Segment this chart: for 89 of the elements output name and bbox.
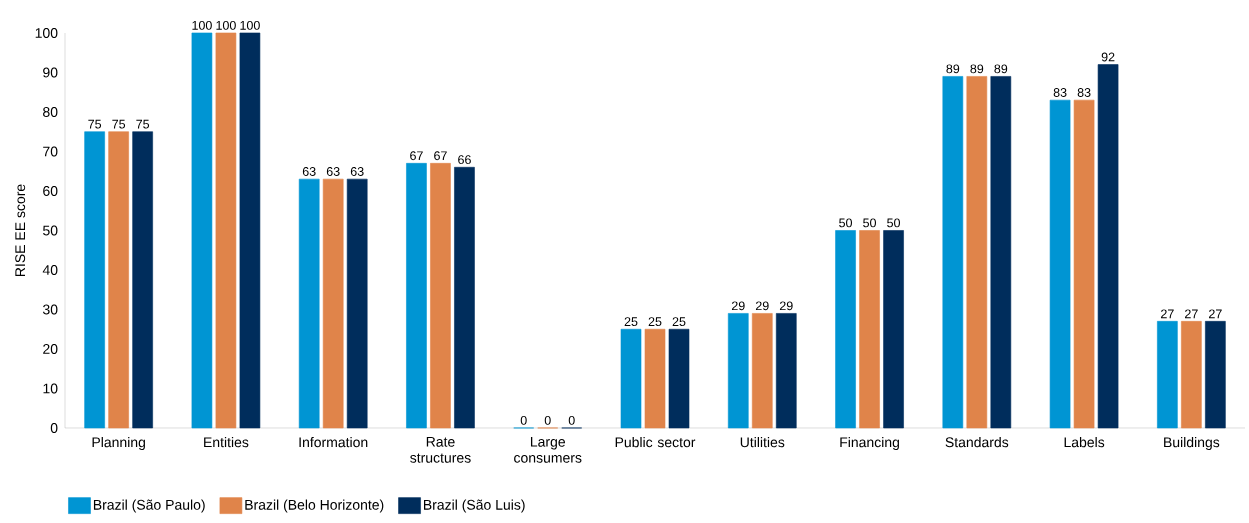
bar <box>644 328 666 429</box>
bar <box>191 32 213 429</box>
data-label: 50 <box>863 218 877 228</box>
bar <box>84 131 105 429</box>
x-tick-label: Utilities <box>740 436 785 448</box>
data-label: 89 <box>970 64 984 74</box>
data-label: 83 <box>1053 88 1067 97</box>
bar <box>1205 321 1226 429</box>
bar <box>108 131 129 429</box>
bar <box>620 328 642 429</box>
y-tick-label: 90 <box>43 67 58 78</box>
x-tick-label: Rate structures <box>410 436 471 463</box>
bar <box>1073 99 1095 429</box>
bar <box>835 230 856 429</box>
x-tick-label: Labels <box>1064 436 1105 448</box>
bar <box>727 313 749 429</box>
data-label: 29 <box>755 301 769 311</box>
x-tick-label: Planning <box>92 436 145 451</box>
bar <box>1181 321 1202 429</box>
bar <box>775 313 797 429</box>
bar <box>298 178 320 429</box>
data-label: 100 <box>240 20 260 30</box>
y-tick-label: 50 <box>43 225 58 236</box>
bar <box>430 163 451 429</box>
data-label: 100 <box>192 20 212 30</box>
x-tick-label: Public sector <box>615 436 696 448</box>
data-label: 89 <box>946 64 960 74</box>
data-label: 50 <box>839 218 853 228</box>
data-label: 75 <box>136 119 150 129</box>
bar <box>346 178 368 429</box>
data-label: 63 <box>350 167 364 176</box>
bar <box>322 178 344 429</box>
legend-label: Brazil (Belo Horizonte) <box>245 499 384 513</box>
y-axis-title: RISE EE score <box>15 184 26 277</box>
bar <box>1157 321 1178 429</box>
data-label: 27 <box>1185 309 1198 319</box>
y-tick-label: 10 <box>43 383 58 394</box>
x-tick-label: Financing <box>840 436 899 451</box>
data-label: 89 <box>994 64 1008 74</box>
y-tick-label: 40 <box>42 265 58 275</box>
data-label: 63 <box>302 167 316 176</box>
bar <box>859 230 880 429</box>
data-label: 25 <box>624 317 638 327</box>
y-tick-label: 0 <box>50 423 58 433</box>
data-label: 75 <box>88 119 102 129</box>
data-label: 0 <box>520 415 527 425</box>
bar <box>406 163 427 429</box>
bar <box>239 32 261 429</box>
data-label: 27 <box>1209 309 1222 319</box>
x-tick-label: Large consumers <box>514 436 582 463</box>
bar <box>1049 99 1071 429</box>
data-label: 83 <box>1077 88 1091 97</box>
data-label: 75 <box>112 119 126 129</box>
x-tick-label: Information <box>299 436 368 448</box>
data-label: 66 <box>458 155 471 165</box>
bar <box>1097 64 1119 429</box>
data-label: 67 <box>434 151 447 161</box>
data-label: 92 <box>1101 52 1115 62</box>
x-tick-label: Entities <box>204 436 249 448</box>
y-tick-label: 60 <box>43 186 58 196</box>
data-label: 100 <box>216 20 236 30</box>
data-label: 63 <box>326 167 340 176</box>
data-label: 67 <box>410 151 423 161</box>
data-label: 27 <box>1161 309 1174 319</box>
data-label: 0 <box>568 415 575 425</box>
bar <box>942 76 964 429</box>
data-label: 0 <box>544 415 551 425</box>
bar <box>454 166 475 429</box>
data-label: 25 <box>648 317 662 327</box>
y-tick-label: 30 <box>42 304 58 315</box>
bar <box>668 328 690 429</box>
legend-label: Brazil (São Luis) <box>423 499 525 513</box>
legend-label: Brazil (São Paulo) <box>93 499 205 513</box>
y-tick-label: 70 <box>43 146 58 157</box>
x-tick-label: Standards <box>945 436 1009 448</box>
bar <box>990 76 1012 429</box>
x-tick-label: Buildings <box>1164 436 1220 451</box>
data-label: 50 <box>887 218 901 228</box>
bar <box>132 131 153 429</box>
y-tick-label: 100 <box>35 28 58 38</box>
y-tick-label: 20 <box>43 344 58 354</box>
data-label: 29 <box>731 301 745 311</box>
data-label: 29 <box>779 301 793 311</box>
data-label: 25 <box>672 317 686 327</box>
y-tick-label: 80 <box>43 107 58 117</box>
bar <box>751 313 773 429</box>
bar <box>215 32 237 429</box>
bar <box>966 76 988 429</box>
bar <box>883 230 904 429</box>
